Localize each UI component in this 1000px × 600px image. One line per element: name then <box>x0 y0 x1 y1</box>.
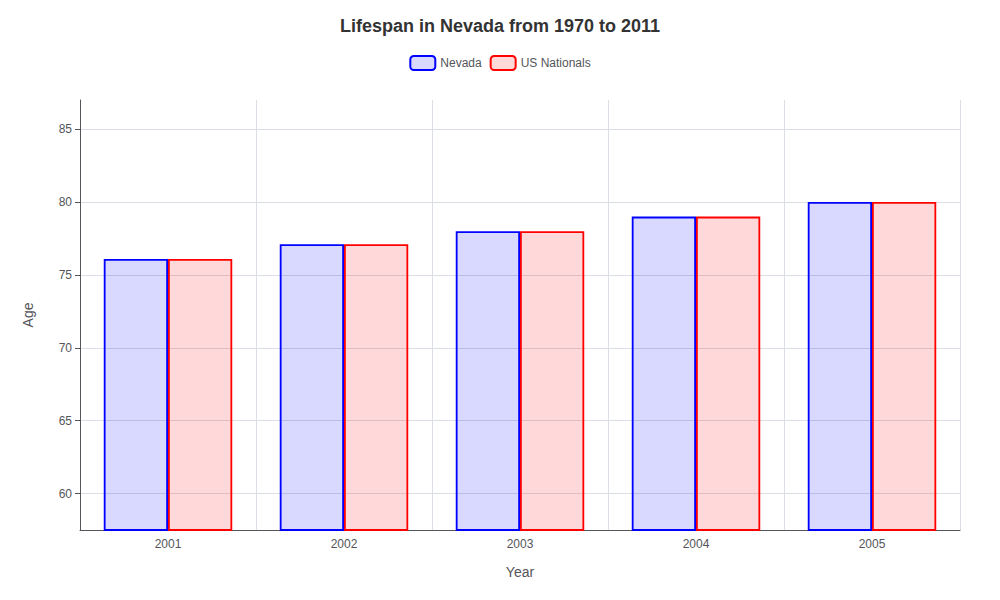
svg-text:Lifespan in Nevada from 1970 t: Lifespan in Nevada from 1970 to 2011 <box>340 16 660 36</box>
svg-text:2001: 2001 <box>155 537 182 551</box>
svg-text:2005: 2005 <box>859 537 886 551</box>
svg-text:US Nationals: US Nationals <box>521 56 591 70</box>
svg-text:2004: 2004 <box>683 537 710 551</box>
svg-text:2002: 2002 <box>331 537 358 551</box>
svg-text:80: 80 <box>59 195 73 209</box>
svg-text:70: 70 <box>59 341 73 355</box>
svg-text:2003: 2003 <box>507 537 534 551</box>
svg-text:75: 75 <box>59 268 73 282</box>
svg-text:60: 60 <box>59 487 73 501</box>
svg-text:Age: Age <box>20 302 36 327</box>
svg-text:Year: Year <box>506 564 535 580</box>
svg-text:65: 65 <box>59 414 73 428</box>
svg-text:85: 85 <box>59 122 73 136</box>
svg-text:Nevada: Nevada <box>440 56 482 70</box>
